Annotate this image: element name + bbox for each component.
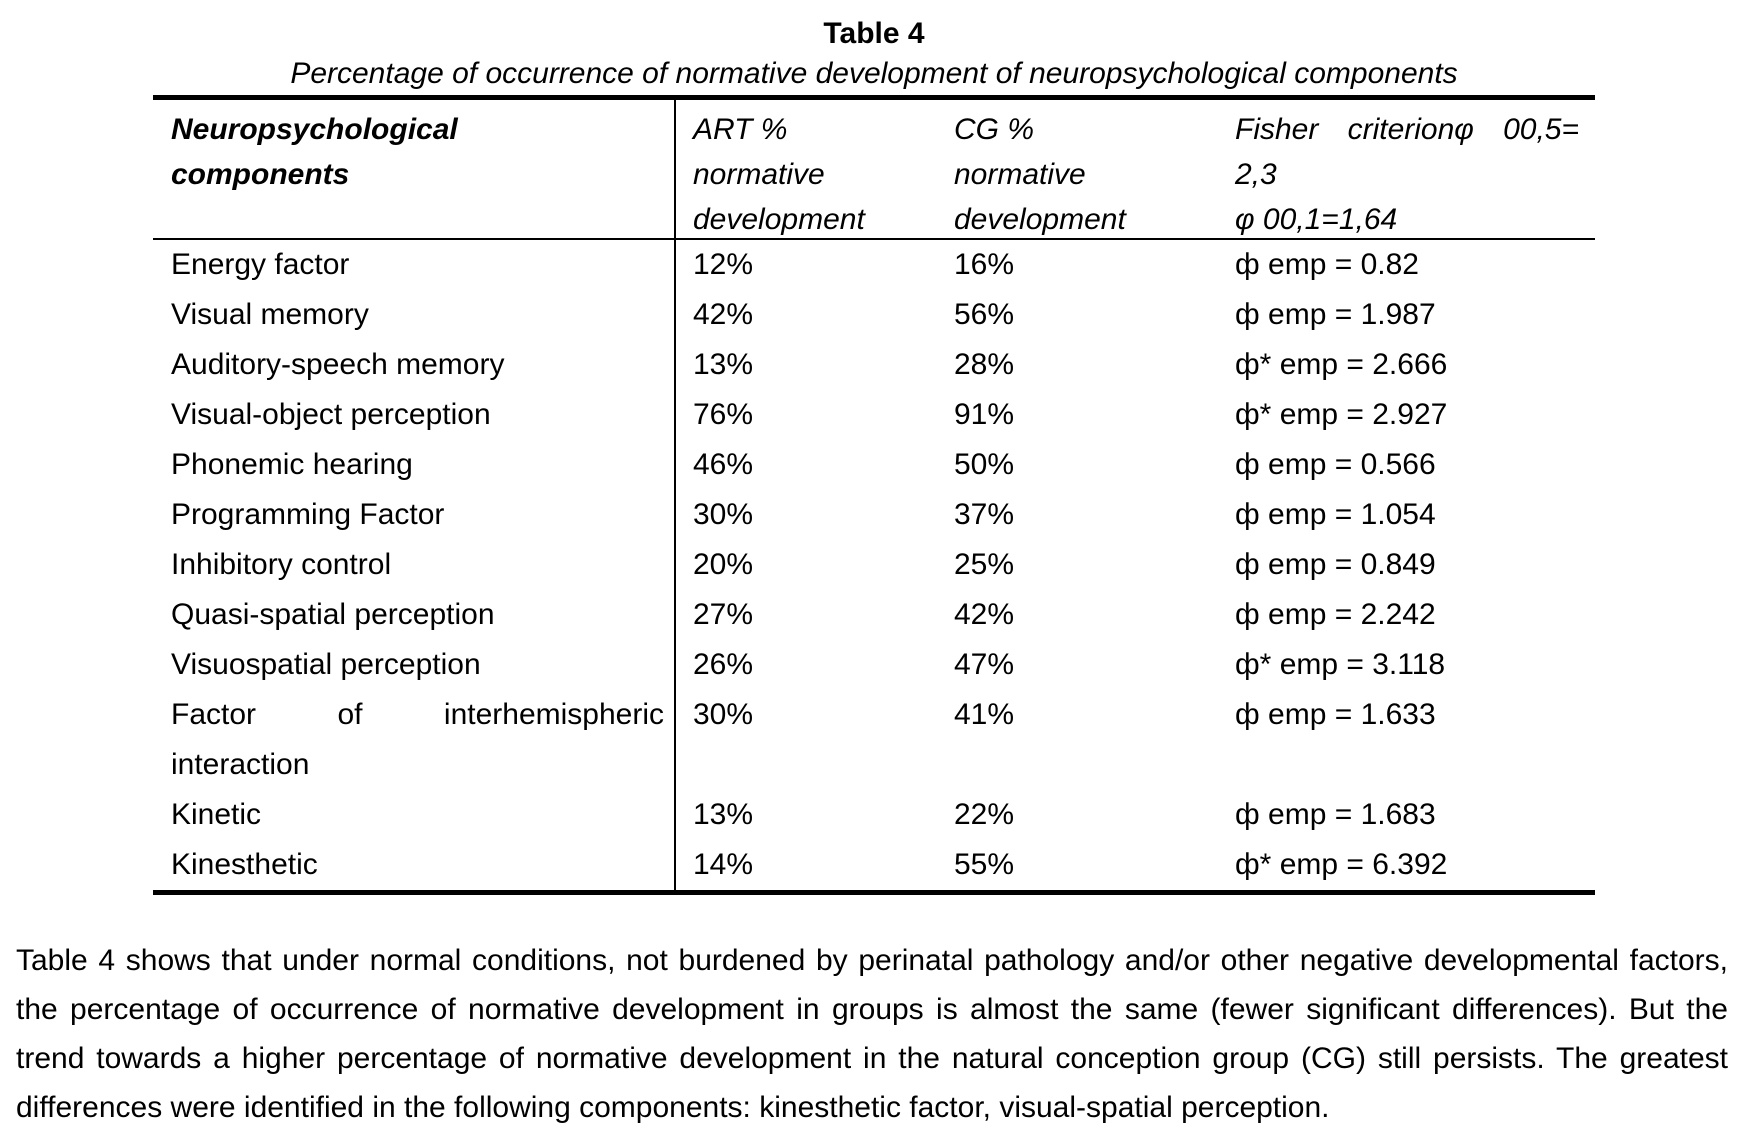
fisher-value-cell: ф* emp = 6.392 (1235, 848, 1448, 881)
fisher-value-cell: ф emp = 2.242 (1235, 598, 1436, 631)
art-value-cell: 30% (693, 698, 754, 731)
art-value-cell: 14% (693, 848, 754, 881)
cg-value-cell: 42% (954, 598, 1015, 631)
art-value-cell: 76% (693, 398, 754, 431)
cg-value-cell: 22% (954, 798, 1015, 831)
art-value-cell: 13% (693, 348, 754, 381)
component-cell: Energy factor (153, 240, 676, 290)
header-art-line3: development (693, 203, 865, 236)
header-fisher-word: 00,5= (1503, 113, 1579, 146)
header-cg-line1: CG % (954, 113, 1035, 146)
header-cg: CG % normative development (937, 100, 1220, 240)
component-cell: Visual memory (153, 290, 676, 340)
art-value-cell: 46% (693, 448, 754, 481)
header-components: Neuropsychological components (153, 100, 676, 240)
component-wrap-line: interaction (171, 748, 310, 781)
art-value-cell: 27% (693, 598, 754, 631)
cg-value-cell: 50% (954, 448, 1015, 481)
data-table: Neuropsychological components ART % norm… (153, 95, 1595, 895)
cg-value-cell: 28% (954, 348, 1015, 381)
component-word: interhemispheric (443, 698, 664, 731)
component-justified-line: Factor of interhemispheric (171, 690, 664, 740)
component-cell: Quasi-spatial perception (153, 590, 676, 640)
table-caption-label: Table 4 (823, 17, 925, 50)
art-value-cell: 42% (693, 298, 754, 331)
fisher-value-cell: ф* emp = 2.666 (1235, 348, 1448, 381)
component-cell: Auditory-speech memory (153, 340, 676, 390)
fisher-value-cell: ф emp = 0.849 (1235, 548, 1436, 581)
header-fisher-line3: φ 00,1=1,64 (1235, 203, 1398, 236)
fisher-value-cell: ф emp = 1.633 (1235, 698, 1436, 731)
fisher-value-cell: ф* emp = 3.118 (1235, 648, 1446, 681)
header-cg-line2: normative (954, 158, 1086, 191)
component-word: of (337, 698, 363, 731)
header-art-line2: normative (693, 158, 825, 191)
cg-value-cell: 37% (954, 498, 1015, 531)
component-cell: Kinesthetic (153, 840, 676, 890)
component-cell: Visuospatial perception (153, 640, 676, 690)
table-caption-subtitle: Percentage of occurrence of normative de… (290, 57, 1458, 90)
body-paragraph: Table 4 shows that under normal conditio… (16, 944, 1728, 1124)
art-value-cell: 30% (693, 498, 754, 531)
art-value-cell: 13% (693, 798, 754, 831)
art-value-cell: 12% (693, 248, 754, 281)
header-fisher-word: Fisher (1235, 113, 1319, 146)
header-art-line1: ART % (693, 113, 788, 146)
cg-value-cell: 41% (954, 698, 1015, 731)
component-cell: Programming Factor (153, 490, 676, 540)
art-value-cell: 26% (693, 648, 754, 681)
cg-value-cell: 25% (954, 548, 1015, 581)
component-cell: Phonemic hearing (153, 440, 676, 490)
header-art: ART % normative development (676, 100, 937, 240)
fisher-value-cell: ф emp = 0.566 (1235, 448, 1436, 481)
component-cell: Visual-object perception (153, 390, 676, 440)
fisher-value-cell: ф emp = 1.683 (1235, 798, 1436, 831)
cg-value-cell: 47% (954, 648, 1015, 681)
cg-value-cell: 55% (954, 848, 1015, 881)
header-components-line2: components (171, 158, 350, 191)
component-cell: Kinetic (153, 790, 676, 840)
component-word: Factor (171, 698, 257, 731)
component-cell: Factor of interhemispheric interaction (153, 690, 676, 790)
fisher-value-cell: ф emp = 1.054 (1235, 498, 1436, 531)
cg-value-cell: 56% (954, 298, 1015, 331)
cg-value-cell: 91% (954, 398, 1015, 431)
header-cg-line3: development (954, 203, 1126, 236)
header-fisher-word: criterionφ (1347, 113, 1474, 146)
header-fisher-line1: Fisher criterionφ 00,5= (1235, 107, 1579, 152)
header-fisher: Fisher criterionφ 00,5= 2,3 φ 00,1=1,64 (1220, 100, 1595, 240)
art-value-cell: 20% (693, 548, 754, 581)
fisher-value-cell: ф emp = 1.987 (1235, 298, 1436, 331)
cg-value-cell: 16% (954, 248, 1015, 281)
header-components-line1: Neuropsychological (171, 113, 458, 146)
header-fisher-line2: 2,3 (1235, 158, 1277, 191)
fisher-value-cell: ф emp = 0.82 (1235, 248, 1419, 281)
fisher-value-cell: ф* emp = 2.927 (1235, 398, 1448, 431)
component-cell: Inhibitory control (153, 540, 676, 590)
